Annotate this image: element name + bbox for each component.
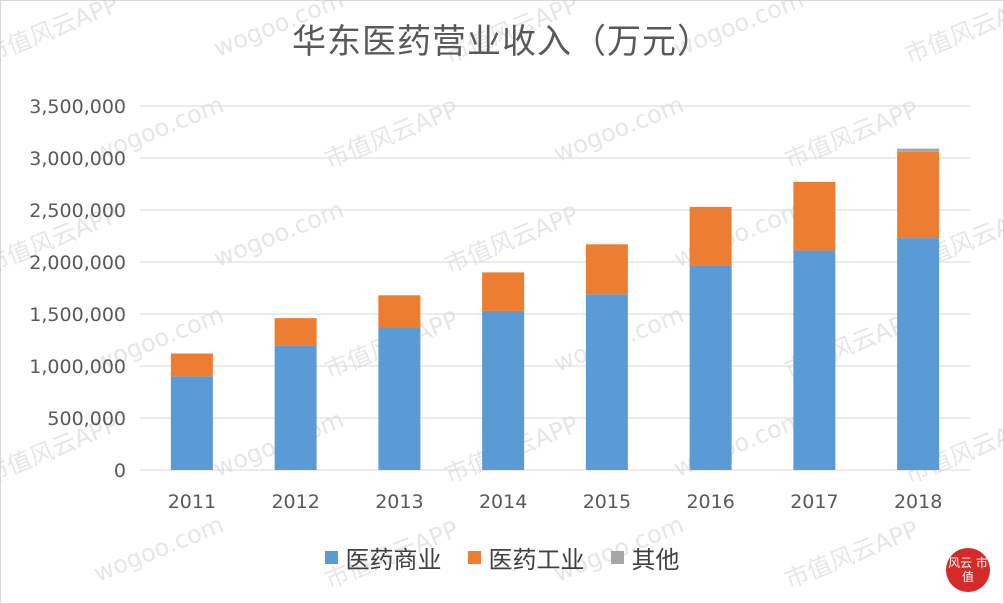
y-tick-label: 3,500,000 — [29, 96, 126, 118]
chart-title: 华东医药营业收入（万元） — [292, 22, 712, 62]
bar-segment-industrial-2014 — [482, 272, 525, 311]
x-tick-label: 2011 — [168, 491, 216, 513]
bar-segment-commercial-2017 — [793, 250, 836, 470]
legend-swatch-commercial — [324, 551, 338, 564]
x-tick-label: 2018 — [894, 491, 942, 513]
x-tick-label: 2014 — [479, 491, 527, 513]
y-tick-label: 2,500,000 — [29, 200, 126, 222]
bar-segment-commercial-2015 — [585, 294, 628, 470]
x-tick-label: 2016 — [686, 491, 734, 513]
x-tick-label: 2013 — [375, 491, 423, 513]
legend-item-industrial: 医药工业 — [467, 540, 585, 575]
y-tick-label: 0 — [114, 460, 126, 482]
y-tick-label: 2,000,000 — [29, 252, 126, 274]
legend-label-industrial: 医药工业 — [488, 546, 585, 574]
legend-swatch-industrial — [467, 551, 481, 564]
legend: 医药商业 医药工业 其他 — [0, 540, 1004, 575]
y-tick-label: 500,000 — [47, 408, 126, 430]
legend-swatch-other — [610, 551, 624, 564]
bar-segment-commercial-2018 — [897, 238, 940, 470]
legend-item-commercial: 医药商业 — [324, 540, 442, 575]
bar-segment-other-2018 — [897, 148, 940, 152]
x-tick-label: 2017 — [790, 491, 838, 513]
bar-segment-commercial-2016 — [689, 265, 732, 470]
bar-segment-industrial-2018 — [897, 151, 940, 239]
bar-segment-industrial-2016 — [689, 206, 732, 266]
legend-label-other: 其他 — [631, 546, 680, 574]
bar-segment-industrial-2015 — [585, 244, 628, 295]
x-tick-label: 2015 — [583, 491, 631, 513]
y-tick-label: 3,000,000 — [29, 148, 126, 170]
y-tick-label: 1,500,000 — [29, 304, 126, 326]
y-tick-label: 1,000,000 — [29, 356, 126, 378]
bar-segment-commercial-2011 — [170, 376, 213, 470]
bar-segment-commercial-2014 — [482, 310, 525, 470]
bar-segment-industrial-2013 — [378, 295, 421, 328]
bar-segment-industrial-2012 — [274, 318, 317, 346]
legend-label-commercial: 医药商业 — [345, 546, 442, 574]
brand-seal-logo: 风云 市值 — [946, 548, 990, 592]
legend-item-other: 其他 — [610, 540, 680, 575]
bar-segment-commercial-2012 — [274, 345, 317, 470]
x-tick-label: 2012 — [271, 491, 319, 513]
bar-segment-industrial-2011 — [170, 353, 213, 377]
bar-segment-industrial-2017 — [793, 181, 836, 251]
bar-segment-commercial-2013 — [378, 327, 421, 470]
